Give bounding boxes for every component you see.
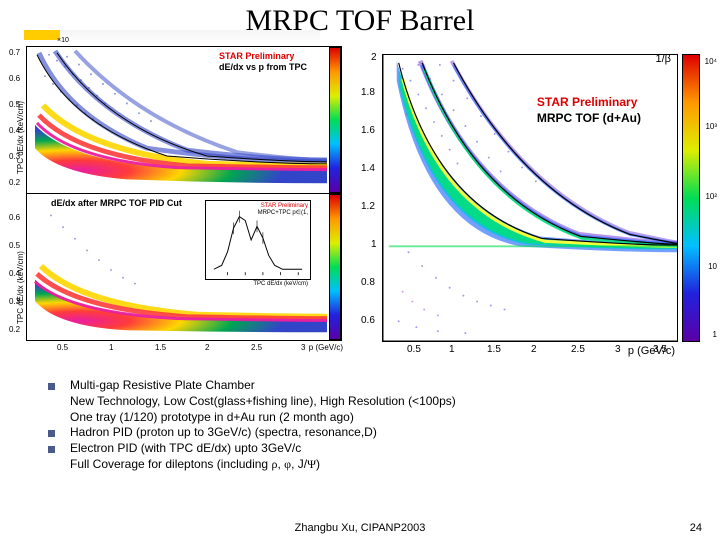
right-plot: 1/β — [382, 54, 678, 342]
right-legend-line2: MRPC TOF (d+Au) — [537, 111, 641, 125]
rx3: 2 — [531, 344, 537, 355]
bullet-1c: One tray (1/120) prototype in d+Au run (… — [70, 410, 354, 424]
left-top-colorbar — [329, 47, 341, 193]
ry5: 1.6 — [361, 125, 375, 136]
left-ylabel: TPC dE/dx (keV/cm) — [16, 101, 25, 174]
lx1: 1 — [109, 343, 113, 352]
left-bottom-inset: STAR Preliminary MRPC+TPC p∈(1, TPC dE/d… — [205, 200, 311, 280]
ry1: 0.8 — [361, 277, 375, 288]
rcb3: 10³ — [705, 122, 717, 131]
bullet-icon — [48, 383, 55, 390]
rcb0: 1 — [713, 330, 717, 339]
right-xlabel: p (GeV/c) — [628, 345, 675, 357]
left-bottom-legend: dE/dx after MRPC TOF PID Cut — [51, 198, 182, 208]
left-top-legend-line1: STAR Preliminary — [219, 51, 294, 61]
bullet-1a: Multi-gap Resistive Plate Chamber — [70, 378, 255, 392]
left-xlabel: p (GeV/c) — [309, 343, 343, 352]
lx3: 2 — [205, 343, 209, 352]
ry6: 1.8 — [361, 87, 375, 98]
inset-line2: MRPC+TPC p∈(1, — [258, 210, 308, 216]
ry0: 0.6 — [361, 315, 375, 326]
bullet-1: Multi-gap Resistive Plate Chamber New Te… — [48, 378, 700, 425]
left-chart-top: ×10 — [26, 46, 342, 194]
rcb4: 10⁴ — [705, 57, 717, 66]
lx5: 3 — [301, 343, 305, 352]
right-ylabel: 1/β — [655, 53, 671, 65]
bullet-3a: Electron PID (with TPC dE/dx) upto 3GeV/… — [70, 441, 301, 455]
right-legend-line1: STAR Preliminary — [537, 95, 637, 109]
lx4: 2.5 — [251, 343, 262, 352]
bullet-3b: Full Coverage for dileptons (including ρ… — [70, 457, 320, 471]
ry4: 1.4 — [361, 163, 375, 174]
ry3: 1.2 — [361, 201, 375, 212]
left-top-x10: ×10 — [57, 37, 69, 44]
lt-yt4: 0.6 — [9, 74, 20, 83]
b3b-prefix: Full Coverage for dileptons (including — [70, 457, 271, 471]
ry2: 1 — [371, 239, 377, 250]
left-chart-bottom: dE/dx after MRPC TOF PID Cut STAR Prelim… — [26, 193, 342, 341]
inset-legend: STAR Preliminary MRPC+TPC p∈(1, — [258, 203, 308, 217]
page-title: MRPC TOF Barrel — [0, 4, 720, 38]
rcb2: 10² — [705, 192, 717, 201]
bullet-3: Electron PID (with TPC dE/dx) upto 3GeV/… — [48, 441, 700, 473]
left-top-legend: STAR Preliminary dE/dx vs p from TPC — [219, 51, 307, 74]
bullet-1b: New Technology, Low Cost(glass+fishing l… — [70, 394, 456, 408]
lb-yt0: 0.2 — [9, 325, 20, 334]
lb-yt1: 0.3 — [9, 297, 20, 306]
rx2: 1.5 — [487, 344, 501, 355]
right-legend: STAR Preliminary MRPC TOF (d+Au) — [537, 95, 641, 126]
rx1: 1 — [449, 344, 455, 355]
rcb1: 10 — [708, 262, 717, 271]
lx0: 0.5 — [57, 343, 68, 352]
b3b-s2: , J/ — [291, 457, 307, 471]
bullet-2: Hadron PID (proton up to 3GeV/c) (spectr… — [48, 425, 700, 441]
bullet-icon — [48, 430, 55, 437]
lb-yt3: 0.5 — [9, 241, 20, 250]
psi-symbol: Ψ — [307, 457, 316, 471]
left-charts: TPC dE/dx (keV/cm) TPC dE/dx (keV/cm) ×1… — [10, 46, 350, 341]
right-chart: 1/β — [360, 50, 700, 366]
left-top-legend-line2: dE/dx vs p from TPC — [219, 62, 307, 72]
left-ylabel-2: TPC dE/dx (keV/cm) — [16, 251, 25, 324]
page-number: 24 — [690, 522, 702, 534]
left-bottom-colorbar — [329, 194, 341, 340]
lt-yt2: 0.4 — [9, 126, 20, 135]
lt-yt5: 0.7 — [9, 48, 20, 57]
lb-yt4: 0.6 — [9, 213, 20, 222]
footer: Zhangbu Xu, CIPANP2003 — [0, 522, 720, 534]
rx5: 3 — [615, 344, 621, 355]
bullets: Multi-gap Resistive Plate Chamber New Te… — [48, 378, 700, 473]
lb-yt2: 0.4 — [9, 269, 20, 278]
bullet-2a: Hadron PID (proton up to 3GeV/c) (spectr… — [70, 425, 377, 439]
rx0: 0.5 — [407, 344, 421, 355]
rx4: 2.5 — [571, 344, 585, 355]
ry7: 2 — [371, 52, 377, 63]
inset-xlabel: TPC dE/dx (keV/cm) — [253, 281, 308, 287]
lt-yt1: 0.3 — [9, 152, 20, 161]
b3b-suffix: ) — [316, 457, 320, 471]
inset-line1: STAR Preliminary — [261, 203, 308, 209]
bullet-icon — [48, 446, 55, 453]
lt-yt0: 0.2 — [9, 178, 20, 187]
lt-yt3: 0.5 — [9, 100, 20, 109]
lx2: 1.5 — [155, 343, 166, 352]
right-colorbar: 1 10 10² 10³ 10⁴ — [682, 54, 700, 342]
